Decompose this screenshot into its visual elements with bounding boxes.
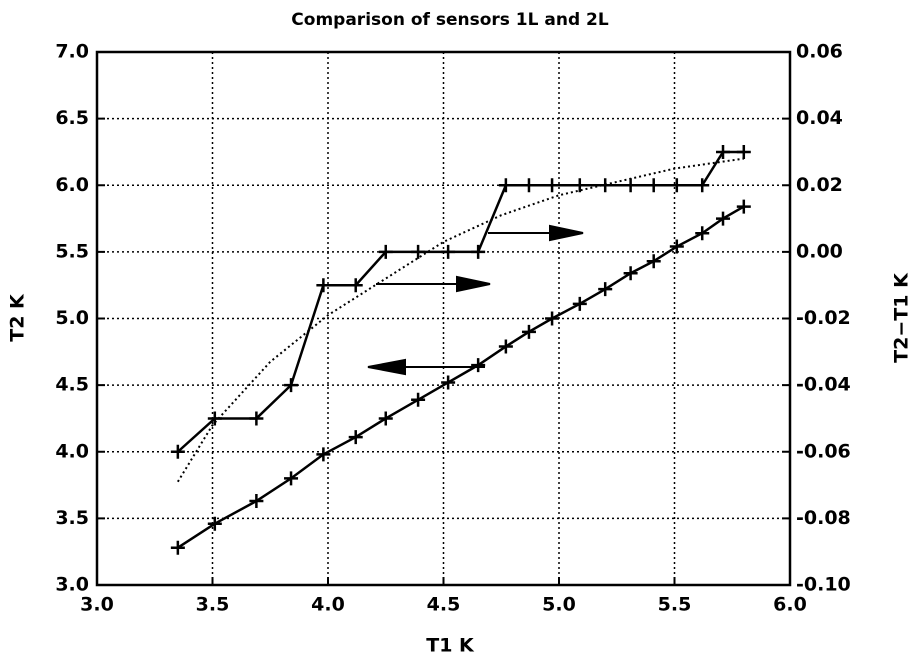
y2-tick-label: -0.06 [796,440,851,462]
y-tick-label: 4.5 [55,374,89,396]
x-tick-label: 3.5 [196,594,230,616]
marker [348,278,363,293]
marker [249,411,264,426]
y2-tick-label: 0.02 [796,174,843,196]
arrow-head [549,224,584,242]
marker [695,226,710,241]
marker [695,178,710,193]
marker [498,178,513,193]
x-tick-label: 6.0 [773,594,807,616]
y2-tick-label: 0.00 [796,240,843,262]
marker [441,244,456,259]
marker [646,254,661,269]
marker [316,447,331,462]
y2-tick-label: -0.02 [796,307,851,329]
marker [411,392,426,407]
y2-tick-label: 0.04 [796,107,843,129]
marker [623,178,638,193]
marker [521,324,536,339]
marker [572,296,587,311]
marker [471,244,486,259]
marker [623,266,638,281]
marker [284,471,299,486]
chart-title: Comparison of sensors 1L and 2L [291,10,609,30]
y2-tick-label: -0.10 [796,574,851,596]
series-line [176,157,744,483]
marker [598,282,613,297]
marker [545,178,560,193]
x-tick-label: 4.5 [427,594,461,616]
marker [736,144,751,159]
y-tick-label: 7.0 [55,41,89,63]
series-line [177,205,745,549]
marker [170,444,185,459]
y2-tick-label: -0.04 [796,374,851,396]
y-tick-label: 3.5 [55,507,89,529]
y-tick-label: 4.0 [55,440,89,462]
marker [207,516,222,531]
marker [441,375,456,390]
marker [716,144,731,159]
x-tick-label: 3.0 [80,594,114,616]
marker [716,211,731,226]
x-tick-label: 4.0 [311,594,345,616]
y-axis-label: T2 K [7,293,29,342]
arrows [367,224,584,376]
series-line [177,150,744,453]
arrow-head [456,275,491,293]
marker [669,239,684,254]
marker [545,311,560,326]
marker [521,178,536,193]
marker [646,178,661,193]
marker [498,339,513,354]
marker [378,411,393,426]
marker [348,430,363,445]
x-tick-label: 5.0 [542,594,576,616]
y-tick-label: 5.0 [55,307,89,329]
plot-frame [95,50,792,587]
marker [378,244,393,259]
marker [736,199,751,214]
marker [316,278,331,293]
marker [249,494,264,509]
x-axis-label: T1 K [426,635,475,657]
y-tick-label: 6.5 [55,107,89,129]
x-tick-label: 5.5 [658,594,692,616]
marker [669,178,684,193]
marker [170,540,185,555]
y-tick-label: 5.5 [55,240,89,262]
y2-tick-label: 0.06 [796,41,843,63]
marker [471,358,486,373]
marker [411,244,426,259]
y2-tick-label: -0.08 [796,507,851,529]
y-tick-label: 6.0 [55,174,89,196]
arrow-head [367,358,406,376]
marker [284,378,299,393]
y2-axis-label: T2−T1 K [891,272,913,363]
y-tick-label: 3.0 [55,574,89,596]
marker [572,178,587,193]
